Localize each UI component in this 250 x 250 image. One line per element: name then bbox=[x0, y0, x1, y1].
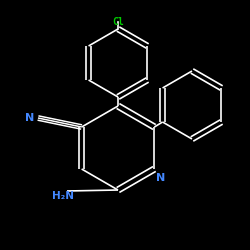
Text: N: N bbox=[156, 173, 166, 183]
Text: N: N bbox=[25, 113, 34, 123]
Text: Cl: Cl bbox=[112, 17, 124, 27]
Text: H₂N: H₂N bbox=[52, 191, 74, 201]
